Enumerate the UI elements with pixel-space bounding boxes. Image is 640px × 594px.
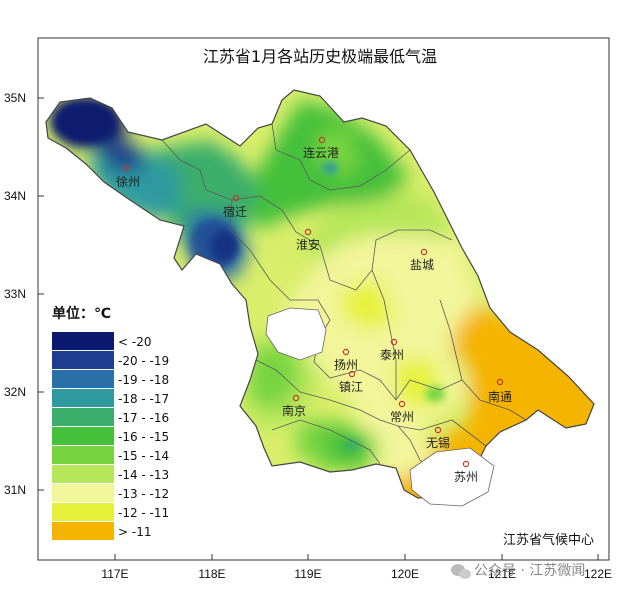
city-label: 泰州 <box>380 348 404 362</box>
legend-label: > -11 <box>118 525 151 539</box>
city-marker-icon <box>292 394 300 402</box>
legend-label: -12 - -11 <box>118 506 169 520</box>
longitude-tick-labels: 117E 118E 119E 120E 121E 122E <box>101 567 612 581</box>
legend-swatch <box>52 465 114 483</box>
watermark-text: 公众号 · 江苏微闻 <box>474 563 585 579</box>
legend-swatch <box>52 389 114 407</box>
legend-swatch <box>52 427 114 445</box>
city-label: 苏州 <box>454 470 478 484</box>
city-label: 镇江 <box>339 380 363 394</box>
city-label: 宿迁 <box>223 204 247 219</box>
legend-label: -16 - -15 <box>118 430 169 444</box>
x-tick-label: 119E <box>294 567 321 581</box>
wechat-icon <box>451 564 471 579</box>
legend: 单位：℃ < -20 -20 - -19 -19 - -18 -18 - -17 -17… <box>52 305 169 540</box>
legend-swatch <box>52 503 114 521</box>
legend-label: -15 - -14 <box>118 449 169 463</box>
city-marker-icon <box>348 370 356 378</box>
city-marker-icon <box>390 338 398 346</box>
legend-swatch <box>52 332 114 350</box>
legend-label: -14 - -13 <box>118 468 169 482</box>
y-tick-label: 35N <box>4 91 26 105</box>
legend-swatch <box>52 351 114 369</box>
watermark: 公众号 · 江苏微闻 <box>451 563 585 579</box>
legend-title: 单位：℃ <box>52 305 111 322</box>
city-label: 淮安 <box>296 237 320 252</box>
city-marker-icon <box>496 378 504 386</box>
legend-swatch <box>52 522 114 540</box>
city-marker-icon <box>420 248 428 256</box>
legend-label: -20 - -19 <box>118 354 169 368</box>
city-marker-icon <box>122 164 130 172</box>
province-outline <box>45 89 595 499</box>
axis-ticks <box>38 97 599 560</box>
y-tick-label: 32N <box>4 385 26 399</box>
legend-swatch <box>52 446 114 464</box>
city-marker-icon <box>434 426 442 434</box>
city-label: 连云港 <box>303 145 339 160</box>
x-tick-label: 118E <box>198 567 225 581</box>
city-boundaries <box>161 123 527 481</box>
y-tick-label: 33N <box>4 287 26 301</box>
city-label: 南通 <box>488 389 512 404</box>
lake-hongze <box>265 307 327 361</box>
y-tick-label: 34N <box>4 189 26 203</box>
legend-label: -18 - -17 <box>118 392 169 406</box>
city-label: 徐州 <box>116 174 140 189</box>
latitude-tick-labels: 35N 34N 33N 32N 31N <box>4 91 26 497</box>
lake-tai <box>409 447 495 507</box>
legend-label: -17 - -16 <box>118 411 169 425</box>
legend-swatch <box>52 370 114 388</box>
y-tick-label: 31N <box>4 483 26 497</box>
x-tick-label: 120E <box>391 567 419 581</box>
x-tick-label: 121E <box>488 567 516 581</box>
city-label: 扬州 <box>334 357 358 372</box>
city-label: 南京 <box>282 403 306 418</box>
city-marker-icon <box>342 348 350 356</box>
city-label: 常州 <box>390 410 414 424</box>
map-title: 江苏省1月各站历史极端最低气温 <box>203 47 437 66</box>
legend-swatch <box>52 484 114 502</box>
legend-label: < -20 <box>118 335 151 349</box>
city-marker-icon <box>318 136 326 144</box>
legend-swatch <box>52 408 114 426</box>
city-marker-icon <box>232 194 240 202</box>
city-label: 盐城 <box>410 258 434 272</box>
x-tick-label: 117E <box>101 567 128 581</box>
city-marker-icon <box>398 400 406 408</box>
city-label: 无锡 <box>426 435 450 450</box>
x-tick-label: 122E <box>584 567 612 581</box>
legend-label: -19 - -18 <box>118 373 169 387</box>
credit-text: 江苏省气候中心 <box>503 532 594 548</box>
city-marker-icon <box>304 228 312 236</box>
city-marker-icon <box>462 460 470 468</box>
legend-label: -13 - -12 <box>118 487 169 501</box>
